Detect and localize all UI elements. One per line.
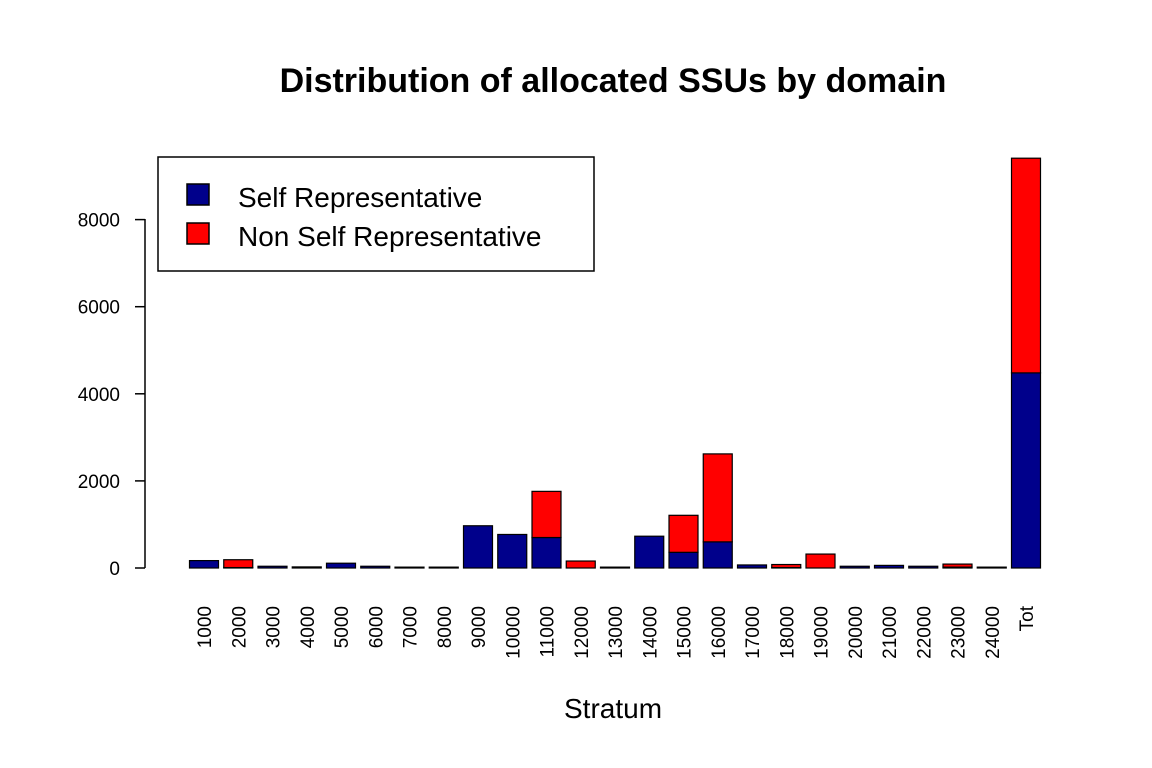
x-tick-label: Tot: [1017, 605, 1038, 631]
x-tick-label: 13000: [606, 606, 627, 659]
x-tick-label: 21000: [880, 606, 901, 659]
bar-22000-self-representative: [908, 565, 939, 569]
bar-16000-self-representative: [702, 541, 733, 569]
x-tick-label: 10000: [503, 606, 524, 659]
legend-box: [157, 156, 595, 272]
x-tick-label: 22000: [914, 606, 935, 659]
bar-Tot-self-representative: [1010, 372, 1042, 569]
bar-15000-self-representative: [668, 551, 699, 569]
bar-13000-self-representative: [599, 566, 631, 569]
y-axis-ticks: 0 2000 4000 6000 8000: [78, 211, 145, 580]
x-tick-label: 16000: [709, 606, 730, 659]
bar-14000-self-representative: [634, 535, 665, 569]
chart-title: Distribution of allocated SSUs by domain: [280, 62, 947, 100]
legend-label-self-representative: Self Representative: [238, 182, 482, 213]
y-tick-label: 0: [109, 559, 120, 580]
x-tick-label: 1000: [195, 606, 216, 648]
x-axis-label: Stratum: [564, 693, 662, 724]
bar-5000-self-representative: [325, 562, 357, 569]
bar-3000-self-representative: [257, 565, 288, 569]
bar-9000-self-representative: [462, 525, 494, 569]
bar-1000-self-representative: [188, 559, 220, 569]
bar-11000-non-self-representative: [531, 490, 562, 539]
bar-17000-self-representative: [736, 564, 768, 569]
x-tick-label: 2000: [229, 606, 250, 648]
x-tick-label: 12000: [572, 606, 593, 659]
x-tick-label: 7000: [401, 606, 422, 648]
y-tick-label: 4000: [78, 385, 120, 406]
bar-21000-self-representative: [873, 564, 905, 569]
bar-20000-self-representative: [839, 565, 870, 569]
x-tick-label: 4000: [298, 606, 319, 648]
x-tick-label: 5000: [332, 606, 353, 648]
x-tick-label: 24000: [983, 606, 1004, 659]
x-tick-label: 17000: [743, 606, 764, 659]
legend-label-non-self-representative: Non Self Representative: [238, 221, 542, 252]
x-tick-label: 9000: [469, 606, 490, 648]
x-tick-label: 23000: [949, 606, 970, 659]
bar-16000-non-self-representative: [702, 453, 733, 543]
y-tick-label: 2000: [78, 472, 120, 493]
x-tick-label: 19000: [812, 606, 833, 659]
x-tick-label: 14000: [640, 606, 661, 659]
bar-Tot-non-self-representative: [1010, 157, 1042, 374]
x-tick-label: 11000: [538, 606, 559, 657]
x-tick-label: 3000: [264, 606, 285, 648]
legend: Self Representative Non Self Representat…: [157, 156, 595, 272]
bar-19000-non-self-representative: [805, 553, 836, 569]
y-tick-label: 8000: [78, 211, 120, 232]
legend-swatch-self-representative: [186, 183, 210, 206]
x-tick-label: 8000: [435, 606, 456, 648]
bar-8000-self-representative: [428, 566, 459, 569]
x-tick-label: 18000: [777, 606, 798, 659]
x-axis-tick-labels: 1000 2000 3000 4000 5000 6000 7000 8000 9000 1000…: [195, 605, 1038, 659]
bar-4000-self-representative: [291, 566, 322, 569]
bar-12000-non-self-representative: [565, 560, 596, 569]
bar-11000-self-representative: [531, 536, 562, 569]
x-tick-label: 20000: [846, 606, 867, 659]
bar-23000-non-self-representative: [942, 563, 973, 568]
bars: [188, 157, 1042, 569]
bar-7000-self-representative: [394, 566, 425, 569]
bar-24000-self-representative: [976, 566, 1007, 569]
bar-18000-non-self-representative: [771, 563, 802, 569]
x-tick-label: 15000: [675, 606, 696, 659]
bar-10000-self-representative: [497, 533, 528, 569]
bar-6000-self-representative: [360, 565, 391, 569]
bar-2000-non-self-representative: [223, 559, 254, 569]
x-tick-label: 6000: [366, 606, 387, 648]
bar-15000-non-self-representative: [668, 514, 699, 553]
legend-swatch-non-self-representative: [186, 222, 210, 245]
y-tick-label: 6000: [78, 298, 120, 319]
